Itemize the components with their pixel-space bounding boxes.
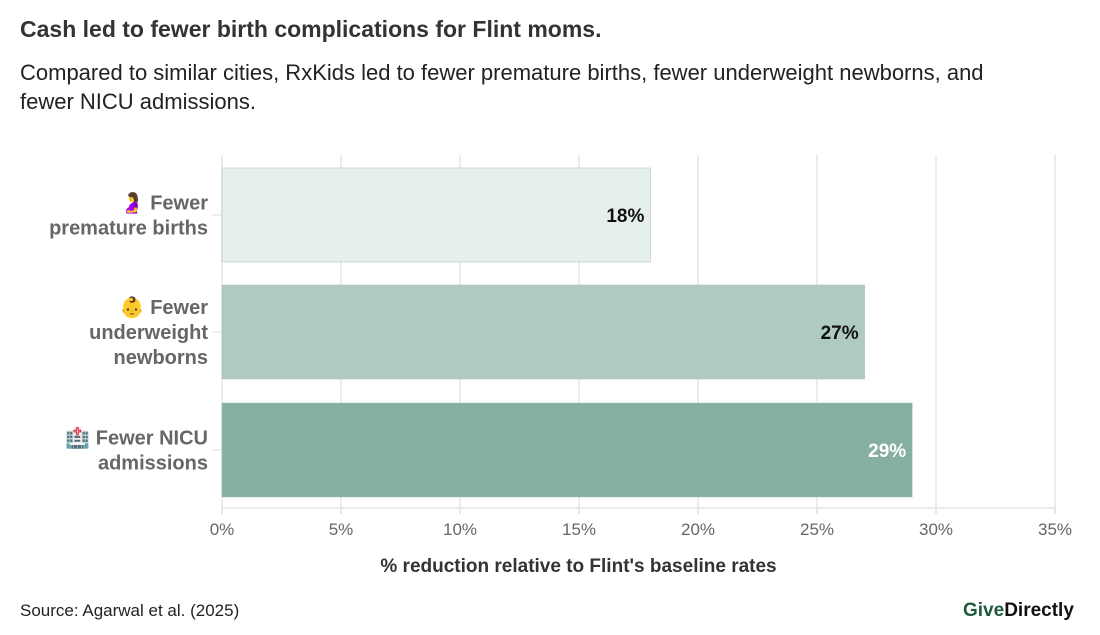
data-label: 27% xyxy=(821,323,859,344)
x-tick-label: 20% xyxy=(681,520,715,539)
chart-title: Cash led to fewer birth complications fo… xyxy=(20,16,602,42)
chart-subtitle: Compared to similar cities, RxKids led t… xyxy=(20,60,984,114)
category-label: admissions xyxy=(98,453,208,475)
bar xyxy=(221,402,913,498)
logo-part-directly: Directly xyxy=(1004,600,1074,621)
x-tick-label: 30% xyxy=(919,520,953,539)
data-label: 29% xyxy=(868,441,906,462)
category-label: underweight xyxy=(89,322,208,344)
x-axis-title: % reduction relative to Flint's baseline… xyxy=(380,556,776,577)
x-tick-label: 15% xyxy=(562,520,596,539)
bar xyxy=(221,284,865,380)
x-tick-label: 0% xyxy=(210,520,235,539)
givedirectly-logo: GiveDirectly xyxy=(963,600,1074,622)
category-label: newborns xyxy=(114,347,208,369)
x-tick-label: 5% xyxy=(329,520,354,539)
category-label: premature births xyxy=(49,218,208,240)
logo-part-give: Give xyxy=(963,600,1005,621)
category-label: 🏥 Fewer NICU xyxy=(65,426,208,450)
source-note: Source: Agarwal et al. (2025) xyxy=(20,601,240,620)
x-tick-label: 35% xyxy=(1038,520,1072,539)
bar xyxy=(221,167,651,263)
data-label: 18% xyxy=(606,206,644,227)
category-label: 👶 Fewer xyxy=(120,295,208,319)
x-tick-label: 10% xyxy=(443,520,477,539)
x-tick-label: 25% xyxy=(800,520,834,539)
category-label: 🤰 Fewer xyxy=(120,191,208,215)
